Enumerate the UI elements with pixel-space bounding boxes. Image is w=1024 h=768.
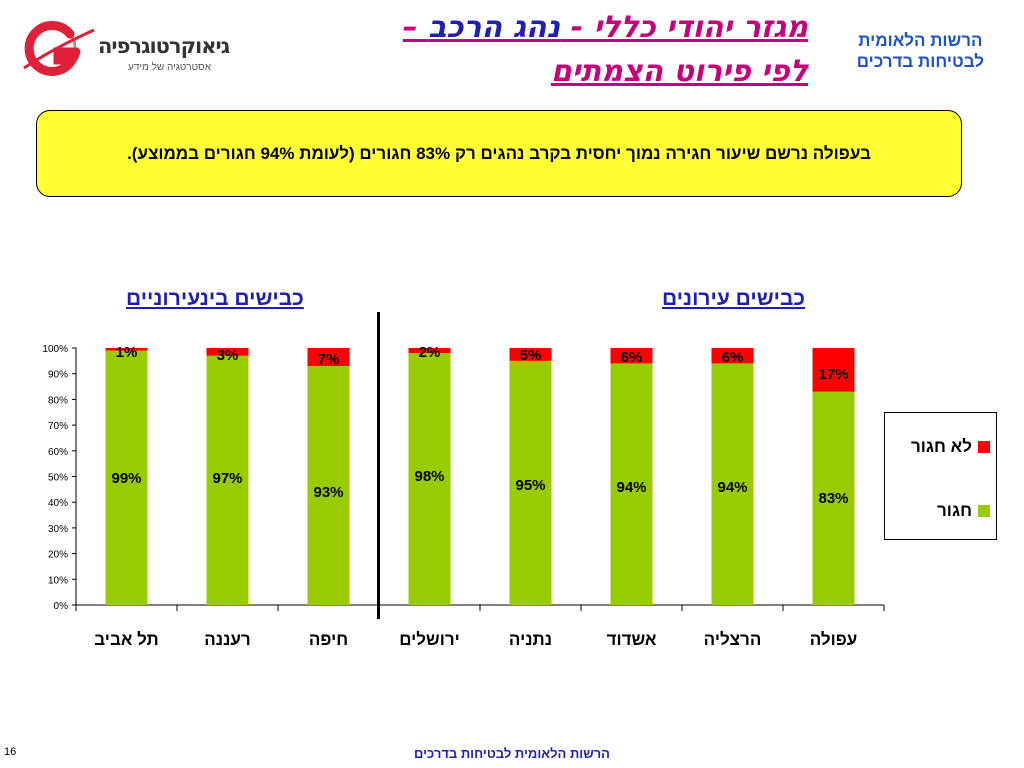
data-label-belted: 98% [414,468,444,485]
data-label-not-belted: 2% [419,344,441,361]
bar-belted [307,365,350,605]
data-label-not-belted: 3% [217,347,239,364]
x-category-label: רעננה [204,630,250,649]
legend-swatch-green [978,505,990,517]
y-tick-label: 30% [48,524,68,535]
legend-item-belted: חגור [937,501,990,521]
y-tick-label: 0% [54,601,69,612]
y-tick-label: 70% [48,421,68,432]
x-category-label: חיפה [309,630,348,649]
data-label-not-belted: 1% [116,344,138,361]
y-tick-label: 90% [48,370,68,381]
y-tick-label: 40% [48,498,68,509]
bar-not-belted [307,348,350,366]
legend-swatch-red [978,441,990,453]
data-label-not-belted: 6% [621,349,643,366]
title-part-b: נהג הרכב [428,10,561,45]
y-tick-label: 80% [48,395,68,406]
title-line-1: מגזר יהודי כללי - נהג הרכב – [403,6,808,50]
x-category-label: תל אביב [94,630,158,649]
bar-belted [610,363,653,605]
logo-tagline: אסטרטגיה של מידע [128,62,211,73]
bar-belted [812,391,855,605]
data-label-belted: 99% [111,470,141,487]
x-category-label: נתניה [509,630,552,649]
data-label-not-belted: 6% [722,349,744,366]
data-label-belted: 97% [212,470,242,487]
authority-name: הרשות הלאומית לבטיחות בדרכים [857,30,984,72]
bar-not-belted [610,348,653,364]
bar-belted [509,360,552,605]
y-tick-label: 60% [48,447,68,458]
group-title-urban: כבישים עירונים [662,287,806,310]
bar-not-belted [105,348,148,351]
authority-line-1: הרשות הלאומית [858,31,983,50]
title-part-c: – [402,10,429,45]
data-label-belted: 93% [313,484,343,501]
x-category-label: אשדוד [607,630,657,649]
footer-text: הרשות הלאומית לבטיחות בדרכים [414,746,610,761]
bar-not-belted [812,348,855,392]
logo: גיאוקרטוגרפיה אסטרטגיה של מידע [14,18,234,78]
title-line-2: לפי פירוט הצמתים [550,54,808,89]
y-tick-label: 20% [48,550,68,561]
data-label-not-belted: 7% [318,351,340,368]
note-box: בעפולה נרשם שיעור חגירה נמוך יחסית בקרב … [36,110,962,197]
legend-label-belted: חגור [937,501,972,520]
group-title-intercity: כבישים בינעירוניים [126,287,304,310]
bar-belted [105,350,148,605]
y-tick-label: 50% [48,473,68,484]
logo-name: גיאוקרטוגרפיה [98,34,230,58]
page-number: 16 [4,746,17,758]
page-title: מגזר יהודי כללי - נהג הרכב – לפי פירוט ה… [403,6,808,94]
data-label-belted: 83% [818,490,848,507]
authority-line-2: לבטיחות בדרכים [856,52,984,71]
bar-not-belted [206,348,249,356]
title-part-a: מגזר יהודי כללי - [560,10,808,45]
y-tick-label: 10% [48,575,68,586]
bar-belted [711,363,754,605]
data-label-not-belted: 5% [520,347,542,364]
x-category-label: עפולה [810,630,858,649]
legend-item-not-belted: לא חגור [911,437,990,457]
y-tick-label: 100% [42,344,68,355]
data-label-belted: 94% [717,479,747,496]
legend-label-not-belted: לא חגור [910,437,972,456]
bar-belted [408,353,451,605]
bar-not-belted [509,348,552,361]
geo-g-logo-icon [23,20,95,76]
group-divider [377,312,380,619]
bar-not-belted [408,348,451,354]
x-category-label: ירושלים [399,630,460,649]
bar-belted [206,355,249,605]
chart-legend: לא חגור חגור [884,412,997,540]
x-category-label: הרצליה [704,630,762,649]
data-label-not-belted: 17% [818,366,848,383]
data-label-belted: 94% [616,479,646,496]
note-text: בעפולה נרשם שיעור חגירה נמוך יחסית בקרב … [127,143,871,163]
data-label-belted: 95% [515,477,545,494]
bar-not-belted [711,348,754,364]
